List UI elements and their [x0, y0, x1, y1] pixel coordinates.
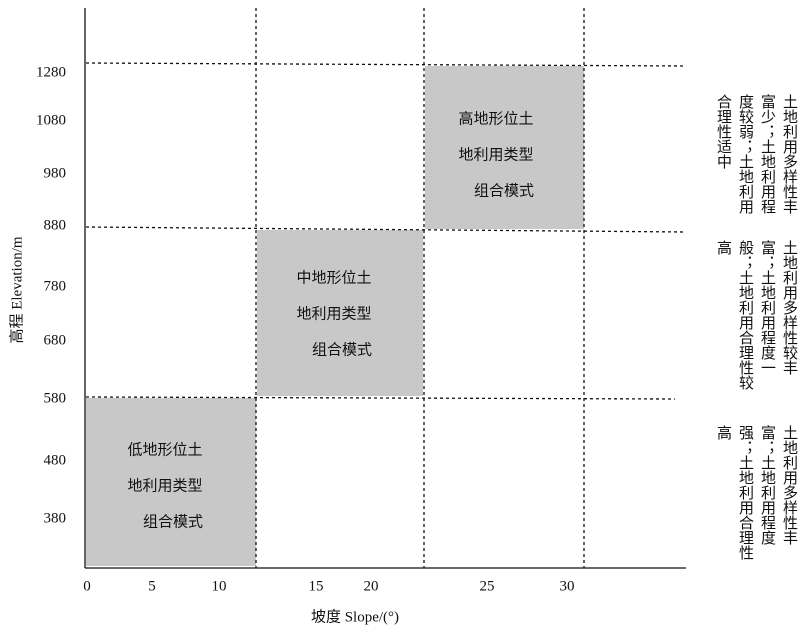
- y-tick-label: 580: [44, 390, 67, 406]
- y-tick-label: 680: [44, 332, 67, 348]
- x-tick-label: 10: [212, 578, 227, 594]
- y-tick-label: 780: [44, 278, 67, 294]
- y-tick-label: 1280: [36, 64, 66, 80]
- x-tick-label: 25: [480, 578, 495, 594]
- y-axis-label: 高程 Elevation/m: [8, 236, 25, 343]
- zone-label: 地利用类型: [458, 146, 533, 163]
- zone-label: 地利用类型: [127, 477, 202, 494]
- x-tick-label: 20: [364, 578, 379, 594]
- zone-label: 组合模式: [474, 182, 534, 199]
- y-tick-label: 1080: [36, 112, 66, 128]
- dashed-line: [85, 62, 686, 67]
- zone-label: 低地形位土: [127, 441, 202, 458]
- y-tick-label: 980: [44, 165, 67, 181]
- zone-note: 土地利用多样性较丰富；土地利用程度一般；土地利用合理性较高: [715, 240, 797, 390]
- x-tick-label: 5: [148, 578, 156, 594]
- dashed-line: [85, 226, 686, 233]
- zone-label: 组合模式: [312, 341, 372, 358]
- zone-box: [86, 398, 256, 566]
- zone-label: 高地形位土: [458, 110, 533, 127]
- x-tick-label: 30: [560, 578, 575, 594]
- zone-box: [257, 230, 423, 396]
- y-tick-label: 880: [44, 217, 67, 233]
- x-axis-label: 坡度 Slope/(°): [311, 608, 399, 625]
- zone-note: 土地利用多样性丰富；土地利用程度强；土地利用合理性高: [715, 425, 797, 560]
- zone-box: [425, 66, 584, 229]
- zone-label: 中地形位土: [296, 269, 371, 286]
- zone-label: 地利用类型: [296, 305, 371, 322]
- y-tick-label: 480: [44, 452, 67, 468]
- zone-note: 土地利用多样性丰富少；土地利用程度较弱；土地利用合理性适中: [715, 94, 797, 214]
- x-tick-label: 15: [309, 578, 324, 594]
- x-tick-label: 0: [83, 578, 91, 594]
- y-tick-label: 380: [44, 510, 67, 526]
- dashed-line: [85, 396, 676, 400]
- zone-label: 组合模式: [143, 513, 203, 530]
